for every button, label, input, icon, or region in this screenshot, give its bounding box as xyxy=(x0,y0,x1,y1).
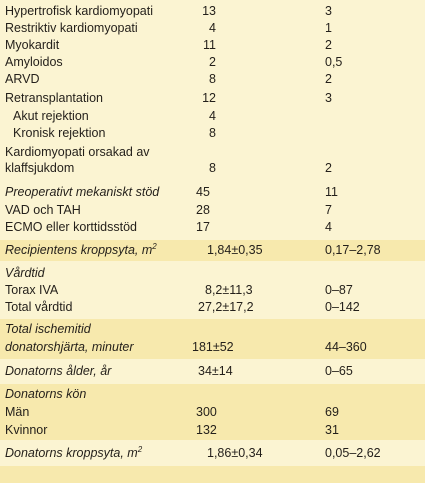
row-label: Torax IVA xyxy=(5,283,59,297)
row-value-2: 31 xyxy=(325,423,339,437)
row-label: Total ischemitid xyxy=(5,322,91,336)
table-group-donor-sex: Donatorns kön Män 300 69 Kvinnor 132 31 xyxy=(0,384,425,440)
row-value-1: 28 xyxy=(196,203,210,217)
row-value-1: 8 xyxy=(209,161,216,175)
row-label: Hypertrofisk kardiomyopati xyxy=(5,4,153,18)
row-value-2: 2 xyxy=(325,38,332,52)
row-value-1: 2 xyxy=(209,55,216,69)
row-label: Kardiomyopati orsakad av xyxy=(5,145,150,159)
row-value-2: 2 xyxy=(325,161,332,175)
row-label: Donatorns kön xyxy=(5,387,87,401)
row-value-2: 1 xyxy=(325,21,332,35)
row-label: ECMO eller korttidsstöd xyxy=(5,220,137,234)
row-value-2: 4 xyxy=(325,220,332,234)
table-group-recipient-bsa: Recipientens kroppsyta, m2 1,84±0,35 0,1… xyxy=(0,240,425,261)
row-value-1: 8,2±11,3 xyxy=(205,283,253,297)
row-value-1: 4 xyxy=(209,109,216,123)
row-label: Amyloidos xyxy=(5,55,63,69)
row-value-2: 7 xyxy=(325,203,332,217)
row-label-continued: donatorshjärta, minuter xyxy=(5,340,134,354)
row-value-1: 4 xyxy=(209,21,216,35)
row-value-2: 3 xyxy=(325,91,332,105)
row-label: Män xyxy=(5,405,30,419)
row-label: Kronisk rejektion xyxy=(13,126,106,140)
row-value-2: 0,5 xyxy=(325,55,343,69)
row-value-1: 300 xyxy=(196,405,217,419)
row-value-1: 1,86±0,34 xyxy=(207,446,263,460)
row-value-1: 34±14 xyxy=(198,364,233,378)
row-value-1: 12 xyxy=(202,91,216,105)
row-label: Restriktiv kardiomyopati xyxy=(5,21,138,35)
row-value-1: 132 xyxy=(196,423,217,437)
row-value-1: 181±52 xyxy=(192,340,234,354)
row-value-1: 8 xyxy=(209,72,216,86)
table-group-donor-age: Donatorns ålder, år 34±14 0–65 xyxy=(0,360,425,383)
table-group-diagnoses: Hypertrofisk kardiomyopati 13 3 Restrikt… xyxy=(0,0,425,176)
row-label: Akut rejektion xyxy=(13,109,89,123)
table-group-ischemic-time: Total ischemitid donatorshjärta, minuter… xyxy=(0,319,425,359)
row-value-2: 2 xyxy=(325,72,332,86)
row-label: Donatorns ålder, år xyxy=(5,364,112,378)
row-value-2: 69 xyxy=(325,405,339,419)
row-value-2: 3 xyxy=(325,4,332,18)
row-value-1: 8 xyxy=(209,126,216,140)
row-label: VAD och TAH xyxy=(5,203,81,217)
row-label: ARVD xyxy=(5,72,40,86)
row-value-2: 44–360 xyxy=(325,340,367,354)
row-label: Preoperativt mekaniskt stöd xyxy=(5,185,160,199)
table-group-mechanical-support: Preoperativt mekaniskt stöd 45 11 VAD oc… xyxy=(0,181,425,238)
row-value-2: 0–87 xyxy=(325,283,353,297)
row-value-2: 11 xyxy=(325,185,338,199)
row-value-1: 11 xyxy=(203,38,216,52)
row-label-continued: klaffsjukdom xyxy=(5,161,75,175)
row-value-1: 17 xyxy=(196,220,210,234)
row-value-2: 0–142 xyxy=(325,300,360,314)
row-label: Recipientens kroppsyta, m2 xyxy=(5,241,157,257)
row-value-2: 0,05–2,62 xyxy=(325,446,381,460)
table-group-donor-bsa: Donatorns kroppsyta, m2 1,86±0,34 0,05–2… xyxy=(0,441,425,465)
row-label: Vårdtid xyxy=(5,266,45,280)
row-value-1: 13 xyxy=(202,4,216,18)
row-value-2: 0,17–2,78 xyxy=(325,243,381,257)
row-value-2: 0–65 xyxy=(325,364,353,378)
row-value-1: 1,84±0,35 xyxy=(207,243,263,257)
row-label: Myokardit xyxy=(5,38,60,52)
row-label: Total vårdtid xyxy=(5,300,73,314)
row-label: Retransplantation xyxy=(5,91,103,105)
row-value-1: 27,2±17,2 xyxy=(198,300,254,314)
row-label: Kvinnor xyxy=(5,423,48,437)
row-label: Donatorns kroppsyta, m2 xyxy=(5,444,143,460)
table-group-length-of-stay: Vårdtid Torax IVA 8,2±11,3 0–87 Total vå… xyxy=(0,262,425,318)
table-footer-band xyxy=(0,466,425,483)
row-value-1: 45 xyxy=(196,185,210,199)
